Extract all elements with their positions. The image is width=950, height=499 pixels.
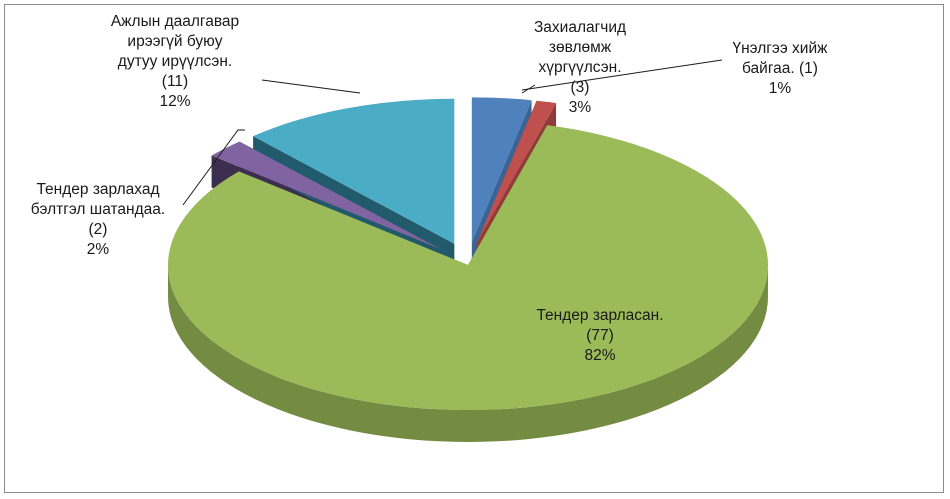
leader-line-1: [521, 59, 723, 91]
data-label-2: Тендер зарласан. (77) 82%: [536, 307, 663, 364]
pie-slice-side-2: [168, 265, 768, 442]
data-label-0: Захиалагчид зөвлөмж хүргүүлсэн. (3) 3%: [534, 19, 626, 116]
data-label-3: Тендер зарлахад бэлтгэл шатандаа. (2) 2%: [31, 181, 165, 258]
pie-tops: [167, 97, 768, 411]
pie-slice-3: [211, 141, 441, 250]
pie-slice-1: [476, 100, 557, 243]
pie-slice-4: [253, 98, 455, 244]
pie-slice-2: [167, 125, 768, 411]
data-labels: Захиалагчид зөвлөмж хүргүүлсэн. (3) 3% Үнэлгэ…: [31, 13, 828, 364]
leader-line-3: [182, 129, 245, 206]
pie-slice-0: [471, 97, 532, 243]
data-label-1: Үнэлгээ хийж байгаа. (1) 1%: [732, 40, 828, 97]
data-label-4: Ажлын даалгавар ирээгүй буюу дутуу ирүүлсэ…: [111, 13, 239, 110]
leader-line-4: [261, 79, 361, 94]
